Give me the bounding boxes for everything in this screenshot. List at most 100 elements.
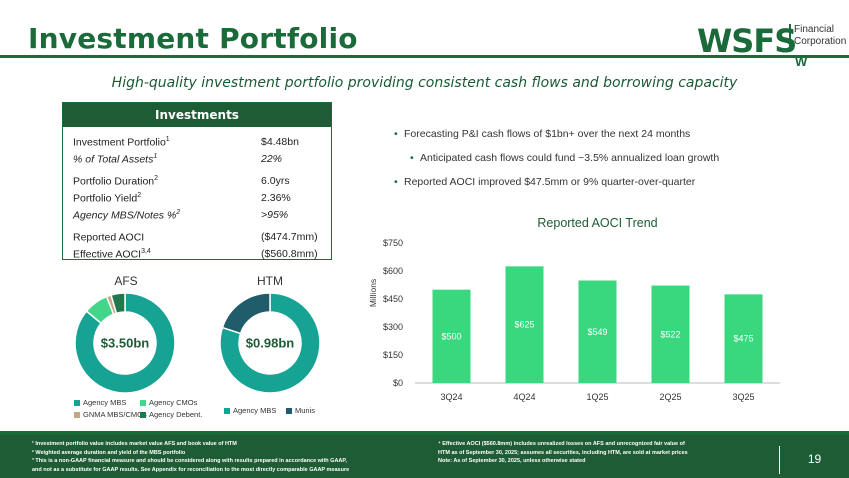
donut-center-value: $0.98bn <box>246 336 294 351</box>
legend-label: Munis <box>295 406 316 415</box>
investments-row-label-wrap: Effective AOCI3,4 <box>73 248 151 261</box>
bullet-point: Forecasting P&I cash flows of $1bn+ over… <box>394 128 690 140</box>
investments-row-label-wrap: Portfolio Yield2 <box>73 192 141 205</box>
investments-row-value: ($560.8mm) <box>261 248 318 260</box>
footnote-ref: 2 <box>137 192 142 199</box>
title-divider <box>0 55 849 58</box>
y-tick-label: $0 <box>393 378 403 388</box>
afs-legend-agency-cmos: Agency CMOs <box>140 398 197 407</box>
investments-row-value: >95% <box>261 209 289 221</box>
footer-divider <box>0 431 849 435</box>
legend-label: GNMA MBS/CMOs <box>83 410 147 419</box>
donut-slice-agency-debent- <box>110 292 126 315</box>
htm-legend-agency-mbs: Agency MBS <box>224 406 276 415</box>
donut-center-value: $3.50bn <box>101 336 149 351</box>
investments-row-label: Investment Portfolio <box>73 136 166 149</box>
bar-value-label: $500 <box>441 331 461 341</box>
investments-row-value: 2.36% <box>261 192 291 204</box>
logo-wordmark: WSFS <box>697 22 797 60</box>
bullet-point: Reported AOCI improved $47.5mm or 9% qua… <box>394 176 695 188</box>
chart-title: Reported AOCI Trend <box>537 216 657 230</box>
legend-swatch <box>74 412 80 419</box>
legend-swatch <box>140 412 146 419</box>
investments-row-value: ($474.7mm) <box>261 231 318 243</box>
htm-legend-munis: Munis <box>286 406 315 415</box>
investments-row-label-wrap: Investment Portfolio1 <box>73 136 170 149</box>
bar-value-label: $549 <box>587 327 607 337</box>
investments-header: Investments <box>63 103 331 127</box>
page-number: 19 <box>779 446 849 474</box>
afs-donut-chart: $3.50bn <box>74 292 176 394</box>
footnote-ref: 2 <box>154 175 159 182</box>
logo-line-2: Corporation <box>794 36 847 47</box>
investments-row-label-wrap: Agency MBS/Notes %2 <box>73 209 180 222</box>
investments-row-label: Portfolio Duration <box>73 175 155 188</box>
footnote-line: ¹ Investment portfolio value includes ma… <box>32 441 237 447</box>
investments-row-label: % of Total Assets <box>73 153 154 166</box>
bar-2q25 <box>651 285 690 383</box>
bar-value-label: $475 <box>733 334 753 344</box>
wsfs-logo: WSFS Financial Corporation W <box>697 18 847 70</box>
legend-label: Agency MBS <box>233 406 277 415</box>
bar-4q24 <box>505 266 544 383</box>
bar-3q25 <box>724 294 763 383</box>
legend-swatch <box>140 400 146 407</box>
footnote-line: Note: As of September 30, 2025, unless o… <box>438 458 586 464</box>
logo-tagline: Financial Corporation <box>789 24 847 52</box>
donut-slice-agency-mbs <box>74 292 176 394</box>
footnote-line: ⁴ Effective AOCI ($560.8mm) includes unr… <box>438 441 685 447</box>
y-tick-label: $450 <box>383 294 403 304</box>
footnote-line: HTM as of September 30, 2025; assumes al… <box>438 449 688 456</box>
legend-swatch <box>224 408 230 415</box>
investments-row-value: 22% <box>261 153 283 165</box>
logo-mark: W <box>795 54 808 69</box>
page-subtitle: High-quality investment portfolio provid… <box>111 75 738 91</box>
legend-swatch <box>286 408 292 415</box>
footnote-line: ³ This is a non-GAAP financial measure a… <box>32 458 347 464</box>
footnote-ref: 1 <box>165 136 170 143</box>
legend-label: Agency MBS <box>83 398 127 407</box>
x-tick-label: 3Q24 <box>440 392 462 402</box>
bar-value-label: $522 <box>660 329 680 339</box>
y-tick-label: $150 <box>383 350 403 360</box>
bar-3q24 <box>432 289 471 383</box>
afs-legend-agency-mbs: Agency MBS <box>74 398 126 407</box>
x-tick-label: 3Q25 <box>732 392 754 402</box>
investments-row-label: Portfolio Yield <box>73 192 138 205</box>
bullet-point: Anticipated cash flows could fund ~3.5% … <box>410 152 719 164</box>
legend-swatch <box>74 400 80 407</box>
investments-row-label-wrap: % of Total Assets1 <box>73 153 157 166</box>
x-tick-label: 1Q25 <box>586 392 608 402</box>
footnote-line: and not as a substitute for GAAP results… <box>32 466 350 473</box>
investments-table: Investments Investment Portfolio1 $4.48bn… <box>62 102 332 261</box>
x-tick-label: 2Q25 <box>659 392 681 402</box>
footer <box>0 435 849 478</box>
footnote-line: ² Weighted average duration and yield of… <box>32 449 186 456</box>
donut-slice-agency-mbs <box>219 292 321 394</box>
footnote-ref: 3,4 <box>141 248 151 255</box>
htm-label: HTM <box>257 274 283 288</box>
bar-value-label: $625 <box>514 320 534 330</box>
investments-row-value: $4.48bn <box>261 136 299 148</box>
page-title: Investment Portfolio <box>28 22 358 55</box>
investments-row-value: 6.0yrs <box>261 175 290 187</box>
afs-legend-agency-debent: Agency Debent. <box>140 410 202 419</box>
logo-line-1: Financial <box>794 24 835 35</box>
htm-donut-chart: $0.98bn <box>219 292 321 394</box>
footnote-ref: 2 <box>176 209 181 216</box>
afs-label: AFS <box>114 274 138 288</box>
legend-label: Agency Debent. <box>149 410 203 419</box>
investments-row-label-wrap: Portfolio Duration2 <box>73 175 158 188</box>
y-axis-label: Millions <box>368 279 378 307</box>
footnote-ref: 1 <box>153 153 158 160</box>
investments-row-label: Effective AOCI <box>73 248 142 261</box>
bar-1q25 <box>578 280 617 383</box>
y-tick-label: $600 <box>383 266 403 276</box>
y-tick-label: $750 <box>383 238 403 248</box>
x-tick-label: 4Q24 <box>513 392 535 402</box>
legend-label: Agency CMOs <box>149 398 198 407</box>
donut-slice-munis <box>221 292 271 335</box>
investments-row-label-wrap: Reported AOCI <box>73 231 144 244</box>
investments-row-label: Agency MBS/Notes % <box>73 209 177 222</box>
investments-row-label: Reported AOCI <box>73 231 145 244</box>
